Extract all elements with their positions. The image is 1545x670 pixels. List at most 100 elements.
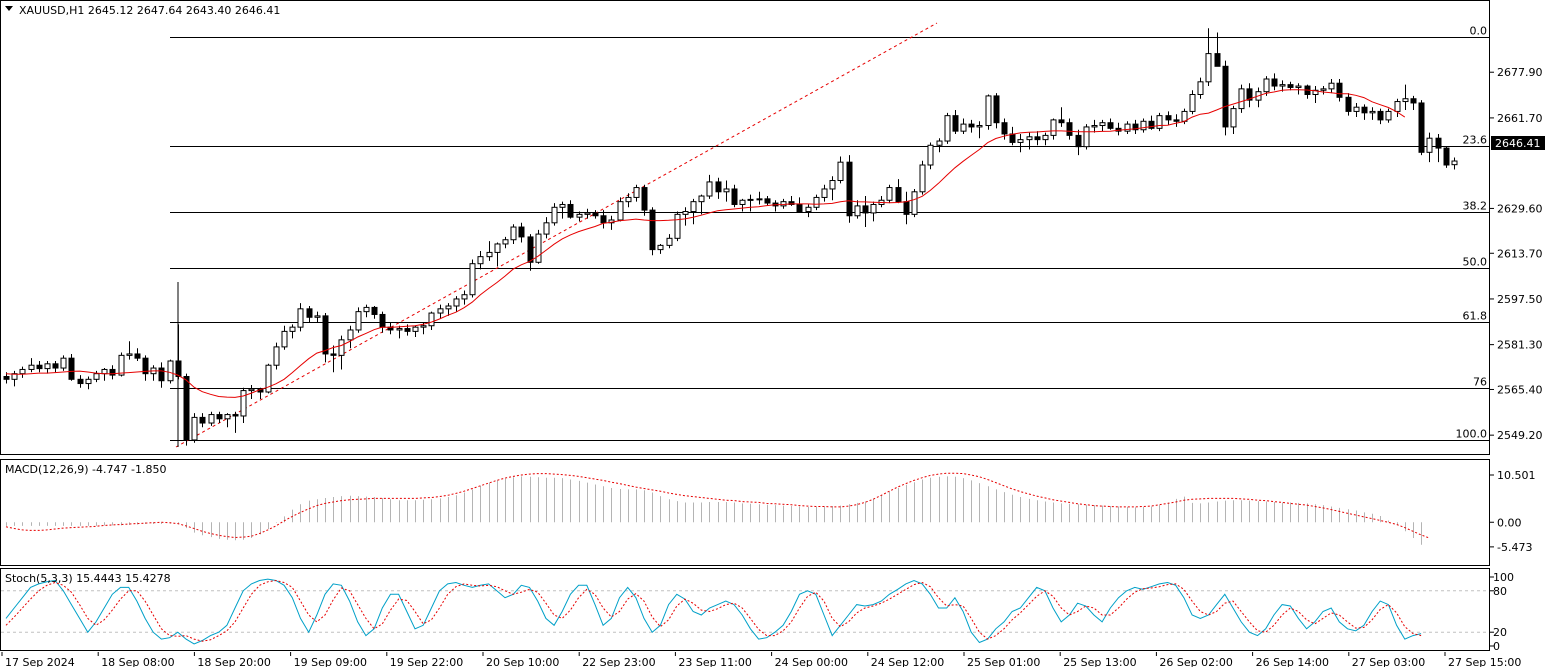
time-tick-label: 25 Sep 01:00 bbox=[967, 656, 1040, 667]
candle-up bbox=[61, 358, 66, 368]
price-tick-label: 2677.90 bbox=[1497, 66, 1543, 79]
candle-up bbox=[691, 202, 696, 212]
candle-up bbox=[806, 207, 811, 211]
candle-down bbox=[78, 379, 83, 383]
price-tick-label: 2565.40 bbox=[1497, 383, 1543, 396]
price-axis[interactable]: 2677.902661.702629.602613.702597.502581.… bbox=[1490, 66, 1543, 442]
time-tick-label: 19 Sep 22:00 bbox=[390, 656, 463, 667]
candle-up bbox=[536, 234, 541, 262]
candle-up bbox=[1051, 120, 1056, 136]
candle-up bbox=[1239, 89, 1244, 109]
candle-up bbox=[1141, 121, 1146, 129]
candle-up bbox=[364, 307, 369, 311]
candle-down bbox=[405, 329, 410, 332]
candle-up bbox=[1329, 83, 1334, 89]
price-tick-label: 2581.30 bbox=[1497, 339, 1543, 352]
candle-down bbox=[184, 377, 189, 440]
candle-down bbox=[1215, 54, 1220, 67]
candle-down bbox=[37, 365, 42, 368]
candle-up bbox=[1206, 54, 1211, 82]
candle-up bbox=[421, 326, 426, 327]
candle-up bbox=[249, 389, 254, 390]
price-tick-label: 2661.70 bbox=[1497, 112, 1543, 125]
candle-up bbox=[838, 162, 843, 180]
candle-up bbox=[658, 245, 663, 249]
candle-up bbox=[1043, 135, 1048, 139]
fib-level-label: 76 bbox=[1473, 376, 1487, 389]
candle-up bbox=[470, 264, 475, 295]
stoch-tick-label: 0 bbox=[1493, 640, 1500, 653]
candle-up bbox=[1027, 137, 1032, 140]
candle-up bbox=[757, 199, 762, 200]
candle-down bbox=[380, 314, 385, 327]
candle-up bbox=[937, 141, 942, 145]
stoch-tick-label: 80 bbox=[1493, 585, 1507, 598]
candle-up bbox=[225, 415, 230, 419]
candle-up bbox=[667, 238, 672, 245]
candle-down bbox=[797, 204, 802, 211]
time-tick-label: 24 Sep 00:00 bbox=[775, 656, 848, 667]
time-tick-label: 23 Sep 11:00 bbox=[678, 656, 751, 667]
candle-down bbox=[1346, 97, 1351, 111]
stoch-pane-frame bbox=[1, 569, 1490, 651]
candle-up bbox=[339, 340, 344, 356]
candle-up bbox=[274, 347, 279, 365]
candle-up bbox=[887, 188, 892, 201]
candle-down bbox=[200, 417, 205, 423]
candle-down bbox=[323, 316, 328, 354]
candle-up bbox=[298, 309, 303, 327]
candle-down bbox=[110, 369, 115, 375]
candle-up bbox=[315, 316, 320, 317]
current-price-label: 2646.41 bbox=[1495, 137, 1541, 150]
candle-up bbox=[1018, 140, 1023, 143]
time-tick-label: 18 Sep 20:00 bbox=[197, 656, 270, 667]
candle-down bbox=[1272, 79, 1277, 86]
candle-down bbox=[331, 354, 336, 355]
stoch-tick-label: 20 bbox=[1493, 626, 1507, 639]
candle-up bbox=[1231, 109, 1236, 127]
candle-up bbox=[397, 329, 402, 330]
candle-down bbox=[159, 368, 164, 381]
candle-up bbox=[986, 96, 991, 126]
candle-down bbox=[1223, 66, 1228, 127]
main-pane-frame bbox=[1, 1, 1490, 455]
candle-down bbox=[69, 358, 74, 379]
candle-down bbox=[896, 188, 901, 202]
candle-up bbox=[1264, 79, 1269, 92]
candle-up bbox=[503, 240, 508, 244]
candle-up bbox=[413, 327, 418, 331]
candle-down bbox=[217, 415, 222, 419]
candle-down bbox=[732, 189, 737, 205]
time-tick-label: 18 Sep 08:00 bbox=[101, 656, 174, 667]
candle-down bbox=[307, 309, 312, 317]
symbol-info: XAUUSD,H1 2645.12 2647.64 2643.40 2646.4… bbox=[19, 4, 280, 17]
candle-up bbox=[544, 223, 549, 234]
candle-down bbox=[4, 377, 9, 380]
candle-up bbox=[830, 181, 835, 189]
candle-up bbox=[740, 200, 745, 204]
candle-up bbox=[1321, 89, 1326, 90]
fib-level-label: 100.0 bbox=[1456, 428, 1488, 441]
candle-up bbox=[1125, 124, 1130, 131]
symbol-header: XAUUSD,H1 2645.12 2647.64 2643.40 2646.4… bbox=[5, 4, 280, 17]
candle-up bbox=[945, 116, 950, 141]
macd-pane[interactable]: MACD(12,26,9) -4.747 -1.850 10.5010.00-5… bbox=[1, 460, 1536, 566]
candle-up bbox=[1280, 85, 1285, 86]
candle-up bbox=[928, 145, 933, 165]
candle-up bbox=[912, 192, 917, 215]
candle-up bbox=[626, 197, 631, 201]
candle-down bbox=[1076, 135, 1081, 146]
candle-up bbox=[675, 214, 680, 238]
candle-up bbox=[1100, 123, 1105, 126]
candle-up bbox=[241, 391, 246, 416]
candle-down bbox=[601, 216, 606, 223]
candle-up bbox=[618, 202, 623, 220]
candle-up bbox=[552, 207, 557, 223]
candle-down bbox=[1362, 107, 1367, 113]
candle-down bbox=[568, 204, 573, 217]
